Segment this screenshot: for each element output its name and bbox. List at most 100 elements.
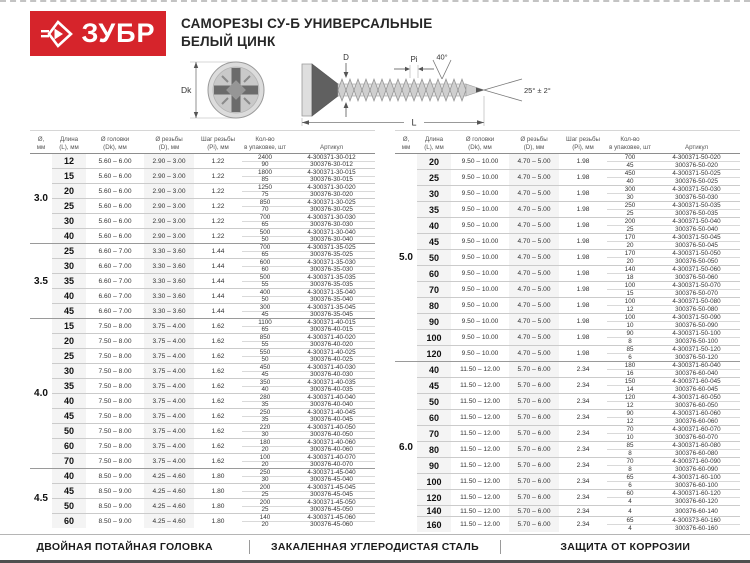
quantity-value: 500 xyxy=(259,228,271,236)
article-number: 300376-50-035 xyxy=(675,210,718,217)
article-number: 4-300371-50-030 xyxy=(672,186,721,193)
table-row: 40 7.50 – 8.00 3.75 – 4.00 1.62 280 4-300371-… xyxy=(52,393,375,408)
article-number: 4-300371-50-050 xyxy=(672,250,721,257)
pack-line: 20 300376-40-070 xyxy=(242,460,375,468)
head-diameter-cell: 5.60 – 6.00 xyxy=(98,202,132,210)
thread-diameter-cell: 5.70 – 6.00 xyxy=(509,490,559,505)
pack-line: 85 300376-30-015 xyxy=(242,175,375,183)
article-number: 4-300371-50-080 xyxy=(672,298,721,305)
column-header: Шаг резьбы (Pi), мм xyxy=(566,136,600,151)
article-number: 300376-40-050 xyxy=(310,431,353,439)
diameter-label: 5.0 xyxy=(399,252,413,263)
pack-line: 180 4-300371-60-040 xyxy=(607,362,740,369)
quantity-value: 15 xyxy=(626,290,634,297)
quantity-value: 120 xyxy=(624,394,636,401)
article-number: 4-300371-40-045 xyxy=(307,408,356,416)
article-number: 4-300371-60-040 xyxy=(672,362,721,369)
thread-diameter-cell: 4.70 – 5.00 xyxy=(509,330,559,345)
quantity-value: 65 xyxy=(261,251,269,259)
thread-diameter-cell: 4.25 – 4.60 xyxy=(144,514,194,528)
article-number: 300376-50-040 xyxy=(675,226,718,233)
length-cell: 20 xyxy=(417,154,451,169)
pack-line: 25 300376-45-045 xyxy=(242,490,375,499)
head-diameter-cell: 9.50 – 10.00 xyxy=(461,174,499,181)
length-cell: 35 xyxy=(52,379,86,393)
head-diameter-cell: 8.50 – 9.00 xyxy=(98,472,132,480)
diameter-group: 3.0 12 5.60 – 6.00 2.90 – 3.00 1.22 2400 4-300… xyxy=(30,154,375,243)
length-cell: 15 xyxy=(52,319,86,333)
article-number: 4-300371-35-025 xyxy=(307,243,356,251)
length-cell: 80 xyxy=(417,442,451,457)
pack-line: 2400 4-300371-30-012 xyxy=(242,154,375,161)
pitch-cell: 1.62 xyxy=(211,367,225,375)
article-number: 4-300371-50-025 xyxy=(672,170,721,177)
quantity-value: 300 xyxy=(259,303,271,311)
pack-cell: 1100 4-300371-40-015 65 300376-40-015 xyxy=(242,319,375,333)
thread-diameter-cell: 4.25 – 4.60 xyxy=(144,484,194,498)
thread-diameter-cell: 5.70 – 6.00 xyxy=(509,426,559,441)
pack-line: 45 300376-50-020 xyxy=(607,161,740,169)
brand-name: ЗУБР xyxy=(81,18,156,48)
length-cell: 70 xyxy=(417,426,451,441)
length-cell: 50 xyxy=(417,250,451,265)
quantity-value: 50 xyxy=(261,356,269,364)
head-diameter-cell: 6.60 – 7.00 xyxy=(98,292,132,300)
article-number: 300376-50-100 xyxy=(675,338,718,345)
article-number: 4-300371-50-035 xyxy=(672,202,721,209)
pack-line: 50 300376-40-025 xyxy=(242,355,375,364)
article-number: 300376-40-020 xyxy=(310,341,353,349)
column-header: Артикул xyxy=(684,143,709,151)
pack-line: 250 4-300371-50-035 xyxy=(607,202,740,209)
length-cell: 100 xyxy=(417,474,451,489)
table-row: 30 7.50 – 8.00 3.75 – 4.00 1.62 450 4-300371-… xyxy=(52,363,375,378)
quantity-value: 600 xyxy=(259,258,271,266)
head-diameter-cell: 11.50 – 12.00 xyxy=(460,478,500,485)
pack-line: 85 4-300371-60-080 xyxy=(607,442,740,449)
length-cell: 80 xyxy=(417,298,451,313)
pack-line: 140 4-300371-45-060 xyxy=(242,514,375,521)
quantity-value: 4 xyxy=(628,507,632,515)
pack-line: 100 4-300371-40-070 xyxy=(242,454,375,461)
pack-line: 70 4-300371-60-090 xyxy=(607,458,740,465)
article-number: 300376-30-040 xyxy=(310,236,353,244)
quantity-value: 18 xyxy=(626,274,634,281)
quantity-value: 70 xyxy=(261,206,269,214)
head-diameter-cell: 5.60 – 6.00 xyxy=(98,232,132,240)
pitch-cell: 2.34 xyxy=(576,414,590,421)
length-cell: 45 xyxy=(52,409,86,423)
pack-line: 1100 4-300371-40-015 xyxy=(242,319,375,326)
quantity-value: 180 xyxy=(259,438,271,446)
head-diameter-cell: 6.60 – 7.00 xyxy=(98,247,132,255)
zubr-logo: ЗУБР xyxy=(30,11,166,56)
pack-line: 700 4-300371-35-025 xyxy=(242,244,375,251)
pack-cell: 65 4-300373-60-160 4 300376-60-160 xyxy=(607,517,740,532)
article-number: 4-300371-40-035 xyxy=(307,378,356,386)
table-row: 50 7.50 – 8.00 3.75 – 4.00 1.62 220 4-300371-… xyxy=(52,423,375,438)
table-row: 40 5.60 – 6.00 2.90 – 3.00 1.22 500 4-300371-… xyxy=(52,228,375,243)
table-row: 35 7.50 – 8.00 3.75 – 4.00 1.62 350 4-300371-… xyxy=(52,378,375,393)
pack-line: 25 300376-50-040 xyxy=(607,225,740,233)
pack-line: 500 4-300371-35-035 xyxy=(242,274,375,281)
pack-line: 15 300376-50-070 xyxy=(607,289,740,297)
table-row: 140 11.50 – 12.00 5.70 – 6.00 2.34 4 300376-6… xyxy=(417,505,740,516)
feature-divider xyxy=(499,540,501,554)
quantity-value: 8 xyxy=(628,338,632,345)
thread-diameter-cell: 4.70 – 5.00 xyxy=(509,282,559,297)
pack-line: 8 300376-60-090 xyxy=(607,465,740,473)
pack-cell: 250 4-300371-50-035 25 300376-50-035 xyxy=(607,202,740,217)
pack-line: 65 300376-40-015 xyxy=(242,325,375,333)
pack-cell: 280 4-300371-40-040 35 300376-40-040 xyxy=(242,394,375,408)
quantity-value: 25 xyxy=(261,491,269,499)
length-cell: 40 xyxy=(52,289,86,303)
head-diameter-cell: 5.60 – 6.00 xyxy=(98,157,132,165)
length-cell: 12 xyxy=(52,154,86,168)
pack-cell: 180 4-300371-60-040 16 300376-60-040 xyxy=(607,362,740,377)
length-cell: 20 xyxy=(52,334,86,348)
head-diameter-cell: 8.50 – 9.00 xyxy=(98,487,132,495)
length-cell: 60 xyxy=(417,266,451,281)
head-diameter-cell: 8.50 – 9.00 xyxy=(98,502,132,510)
quantity-value: 55 xyxy=(261,341,269,349)
pack-line: 30 300376-45-040 xyxy=(242,475,375,483)
table-row: 30 5.60 – 6.00 2.90 – 3.00 1.22 700 4-300371-… xyxy=(52,213,375,228)
pitch-cell: 1.98 xyxy=(576,254,590,261)
